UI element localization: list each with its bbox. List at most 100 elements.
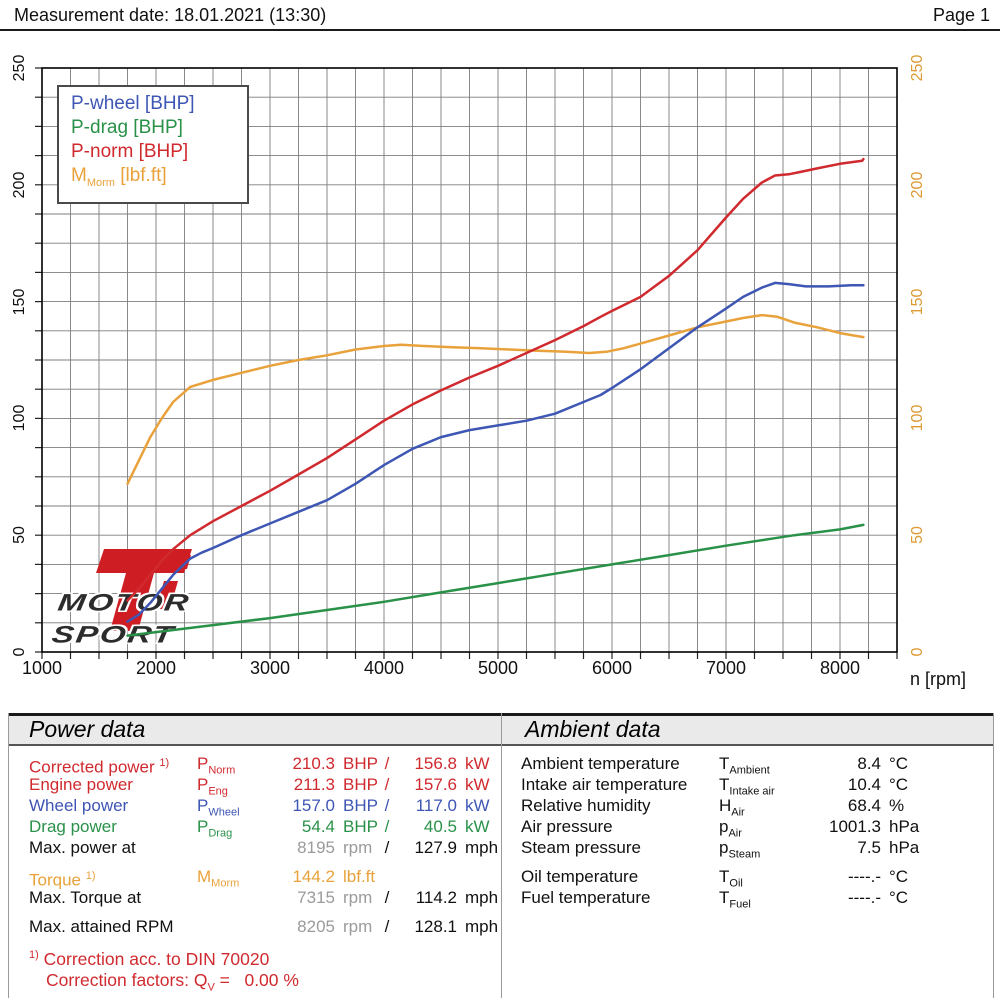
row-label: Ambient temperature	[521, 754, 680, 773]
y-left-tick-label: 0	[11, 647, 28, 657]
table-row-gap	[29, 858, 503, 866]
row-unit: °C	[889, 754, 909, 773]
row-value-1: 144.2	[292, 867, 335, 886]
row-value: 1001.3	[829, 817, 881, 836]
row-value-1: 7315	[297, 888, 335, 907]
table-row: Max. Torque at 7315 rpm / 114.2 mph	[29, 887, 503, 908]
y-left-tick-label: 100	[11, 405, 28, 432]
row-label: Air pressure	[521, 817, 613, 836]
row-label: Max. Torque at	[29, 888, 142, 907]
row-value-2: 117.0	[415, 796, 457, 815]
axis-tick-marks	[35, 67, 898, 659]
table-divider	[501, 713, 502, 998]
row-symbol	[197, 916, 283, 937]
page-number-label: Page 1	[932, 5, 990, 25]
table-row: Corrected power 1) PNorm 210.3 BHP / 156.8 kW	[29, 753, 503, 777]
table-row: Wheel power PWheel 157.0 BHP / 117.0 kW	[29, 795, 503, 818]
row-symbol: PEng	[197, 775, 228, 798]
x-tick-label: 5000	[477, 658, 519, 678]
power-data-title: Power data	[29, 716, 146, 742]
row-value: 10.4	[847, 775, 881, 794]
row-slash: /	[384, 817, 390, 836]
row-symbol: MMorm	[197, 867, 240, 890]
ti-logo-mark-icon	[96, 549, 192, 631]
table-row: Fuel temperature TFuel ----.- °C	[521, 887, 991, 910]
row-symbol: PWheel	[197, 796, 240, 819]
correction-note-1: 1) Correction acc. to DIN 70020	[29, 948, 270, 969]
row-symbol: pAir	[719, 817, 742, 840]
row-symbol	[197, 837, 283, 858]
row-symbol: HAir	[719, 796, 745, 819]
y-left-tick-label: 150	[11, 288, 28, 315]
ambient-data-rows: Ambient temperature TAmbient 8.4 °C Intake a…	[521, 753, 991, 910]
row-symbol	[197, 887, 283, 908]
y-left-tick-label: 250	[11, 54, 28, 82]
row-unit: °C	[889, 867, 909, 886]
header-divider	[0, 29, 1000, 31]
row-value-1: 54.4	[301, 817, 335, 836]
row-unit-1: lbf.ft	[343, 867, 376, 886]
chart-legend: P-wheel [BHP] P-drag [BHP] P-norm [BHP] MMo…	[57, 85, 249, 204]
row-symbol: pSteam	[719, 838, 761, 861]
power-data-rows: Corrected power 1) PNorm 210.3 BHP/156.8 kW E…	[29, 753, 503, 937]
table-row: Max. power at 8195 rpm / 127.9 mph	[29, 837, 503, 858]
table-row: Torque 1) MMorm 144.2 lbf.ft	[29, 866, 503, 890]
row-slash: /	[384, 838, 390, 857]
legend-item: MMorm [lbf.ft]	[71, 165, 167, 189]
row-symbol: TOil	[719, 867, 743, 890]
row-value: 7.5	[857, 838, 881, 857]
measurement-date-label: Measurement date: 18.01.2021 (13:30)	[14, 5, 327, 25]
table-row-gap	[29, 908, 503, 916]
row-slash: /	[384, 775, 390, 794]
table-row: Steam pressure pSteam 7.5 hPa	[521, 837, 991, 860]
y-right-tick-label: 100	[909, 405, 926, 432]
x-axis-label: n [rpm]	[909, 669, 966, 689]
row-slash: /	[384, 917, 390, 936]
row-slash: /	[384, 754, 390, 773]
row-label: Intake air temperature	[521, 775, 688, 794]
row-value-1: 211.3	[293, 775, 335, 794]
legend-item: P-norm [BHP]	[71, 141, 189, 162]
y-right-tick-label: 150	[909, 288, 926, 315]
row-unit-1: rpm	[343, 888, 373, 907]
y-right-tick-label: 250	[909, 54, 926, 82]
row-label: Oil temperature	[521, 867, 639, 886]
row-unit-1: BHP	[343, 796, 378, 815]
row-unit-1: BHP	[343, 775, 378, 794]
x-tick-label: 4000	[363, 658, 405, 678]
row-unit-2: kW	[465, 817, 490, 836]
table-row: Air pressure pAir 1001.3 hPa	[521, 816, 991, 839]
row-label: Max. power at	[29, 838, 136, 857]
y-left-tick-label: 50	[11, 526, 28, 545]
row-symbol: PDrag	[197, 817, 233, 840]
logo-word-motor: MOTOR	[56, 589, 193, 616]
row-label: Fuel temperature	[521, 888, 651, 907]
x-tick-label: 1000	[21, 658, 63, 678]
row-unit-2: mph	[465, 917, 499, 936]
row-unit-1: rpm	[343, 917, 373, 936]
row-value-1: 210.3	[292, 754, 335, 773]
legend-item: P-wheel [BHP]	[71, 93, 195, 114]
y-right-tick-label: 50	[909, 526, 926, 545]
y-right-tick-label: 200	[909, 171, 926, 199]
row-value-1: 8195	[297, 838, 335, 857]
x-tick-label: 6000	[591, 658, 633, 678]
table-row: Ambient temperature TAmbient 8.4 °C	[521, 753, 991, 776]
legend-item: P-drag [BHP]	[71, 117, 183, 138]
row-value-2: 40.5	[423, 817, 457, 836]
row-label: Relative humidity	[521, 796, 651, 815]
row-unit-1: rpm	[343, 838, 373, 857]
row-label: Torque 1)	[29, 870, 96, 890]
x-tick-label: 2000	[135, 658, 177, 678]
row-unit-2: kW	[465, 775, 490, 794]
row-value: 68.4	[847, 796, 881, 815]
row-unit-2: kW	[465, 754, 490, 773]
row-unit-2: mph	[465, 838, 499, 857]
row-value-2: 156.8	[414, 754, 457, 773]
row-slash: /	[384, 888, 390, 907]
row-label: Max. attained RPM	[29, 917, 174, 936]
row-symbol: TFuel	[719, 888, 751, 911]
y-left-tick-label: 200	[11, 171, 28, 199]
row-symbol: PNorm	[197, 754, 236, 777]
